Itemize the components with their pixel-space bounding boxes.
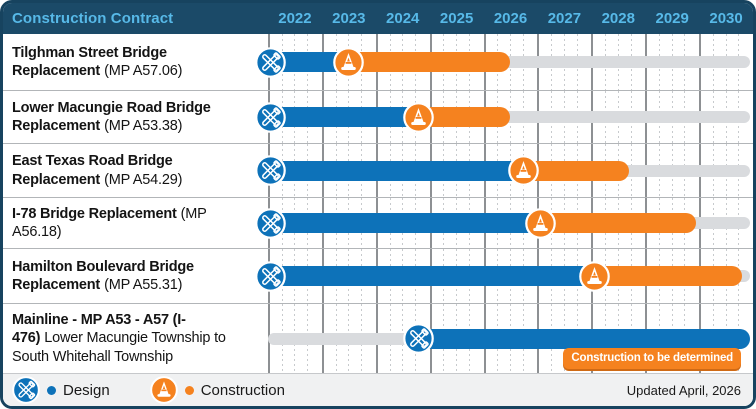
chart-footer: Design Construction Updated April, 2026 (3, 373, 753, 406)
table-row: Mainline - MP A53 - A57 (I-476) Lower Mac… (3, 303, 753, 373)
traffic-cone-icon (149, 376, 178, 404)
legend-construction: Construction (149, 376, 285, 404)
year-label: 2024 (386, 10, 420, 27)
table-row: I-78 Bridge Replacement (MP A56.18) (3, 197, 753, 248)
timeline-cell (255, 198, 753, 248)
row-label: Hamilton Boulevard Bridge Replacement (MP… (3, 249, 268, 303)
project-name: Mainline - MP A53 - A57 (I-476) (12, 311, 186, 347)
timeline-cell (255, 249, 753, 303)
construction-bar (532, 213, 697, 233)
design-dot (47, 385, 56, 395)
design-bar (270, 107, 425, 127)
project-name: Tilghman Street Bridge Replacement (12, 44, 167, 80)
project-name: East Texas Road Bridge Replacement (12, 153, 173, 188)
traffic-cone-icon (524, 207, 556, 239)
design-bar (270, 160, 530, 181)
updated-date: Updated April, 2026 (626, 382, 741, 398)
project-detail: (MP A53.38) (104, 118, 183, 134)
project-detail: Lower Macungie Township to South Whiteha… (12, 330, 226, 365)
row-label: Mainline - MP A53 - A57 (I-476) Lower Mac… (3, 304, 268, 373)
project-detail: (MP A54.29) (104, 171, 183, 188)
construction-bar (515, 160, 630, 181)
crossed-tools-icon (255, 207, 287, 239)
year-label: 2029 (655, 10, 689, 27)
crossed-tools-icon (403, 323, 435, 354)
table-row: Tilghman Street Bridge Replacement (MP A5… (3, 34, 753, 90)
construction-bar (340, 52, 511, 72)
legend-design: Design (12, 376, 110, 404)
traffic-cone-icon (403, 101, 435, 133)
row-label: I-78 Bridge Replacement (MP A56.18) (3, 198, 268, 248)
crossed-tools-icon (12, 376, 40, 404)
timeline-cell (255, 91, 753, 143)
design-bar (418, 328, 750, 349)
traffic-cone-icon (578, 260, 610, 292)
project-detail: (MP A57.06) (104, 63, 183, 79)
year-label: 2027 (547, 10, 582, 27)
timeline-cell: Construction to be determined (268, 304, 753, 373)
year-label: 2030 (709, 10, 743, 27)
project-name: Hamilton Boulevard Bridge Replacement (12, 258, 194, 294)
row-label: Tilghman Street Bridge Replacement (MP A5… (3, 34, 268, 90)
table-row: East Texas Road Bridge Replacement (MP A5… (3, 143, 753, 197)
row-label: Lower Macungie Road Bridge Replacement (M… (3, 91, 268, 143)
design-bar (270, 266, 601, 286)
traffic-cone-icon (333, 46, 365, 78)
design-bar (270, 213, 547, 233)
construction-tbd-badge: Construction to be determined (563, 348, 741, 369)
legend-construction-label: Construction (200, 381, 285, 399)
crossed-tools-icon (255, 155, 287, 186)
year-label: 2023 (332, 10, 366, 27)
table-row: Lower Macungie Road Bridge Replacement (M… (3, 90, 753, 143)
construction-dot (184, 385, 194, 395)
crossed-tools-icon (255, 260, 287, 292)
crossed-tools-icon (255, 46, 287, 78)
year-axis: 2022 2023 2024 2025 2026 2027 2028 2029 2030 (268, 3, 753, 34)
crossed-tools-icon (255, 101, 287, 133)
table-row: Hamilton Boulevard Bridge Replacement (MP… (3, 248, 753, 303)
traffic-cone-icon (508, 155, 540, 186)
construction-bar (586, 266, 743, 286)
year-label: 2022 (278, 10, 312, 27)
year-label: 2028 (601, 10, 635, 27)
year-label: 2025 (439, 10, 474, 27)
design-bar (270, 52, 355, 72)
construction-bar (410, 107, 511, 127)
project-detail: (MP A55.31) (104, 277, 183, 293)
project-name: I-78 Bridge Replacement (12, 205, 177, 222)
chart-header: Construction Contract 2022 2023 2024 2025 20… (3, 3, 753, 34)
legend-design-label: Design (63, 381, 110, 399)
project-name: Lower Macungie Road Bridge Replacement (12, 99, 211, 135)
timeline-cell (255, 34, 753, 90)
year-label: 2026 (493, 10, 528, 27)
timeline-cell (255, 144, 753, 197)
row-label: East Texas Road Bridge Replacement (MP A5… (3, 144, 268, 197)
project-detail: (MP A56.18) (12, 205, 207, 241)
chart-title: Construction Contract (12, 10, 174, 27)
